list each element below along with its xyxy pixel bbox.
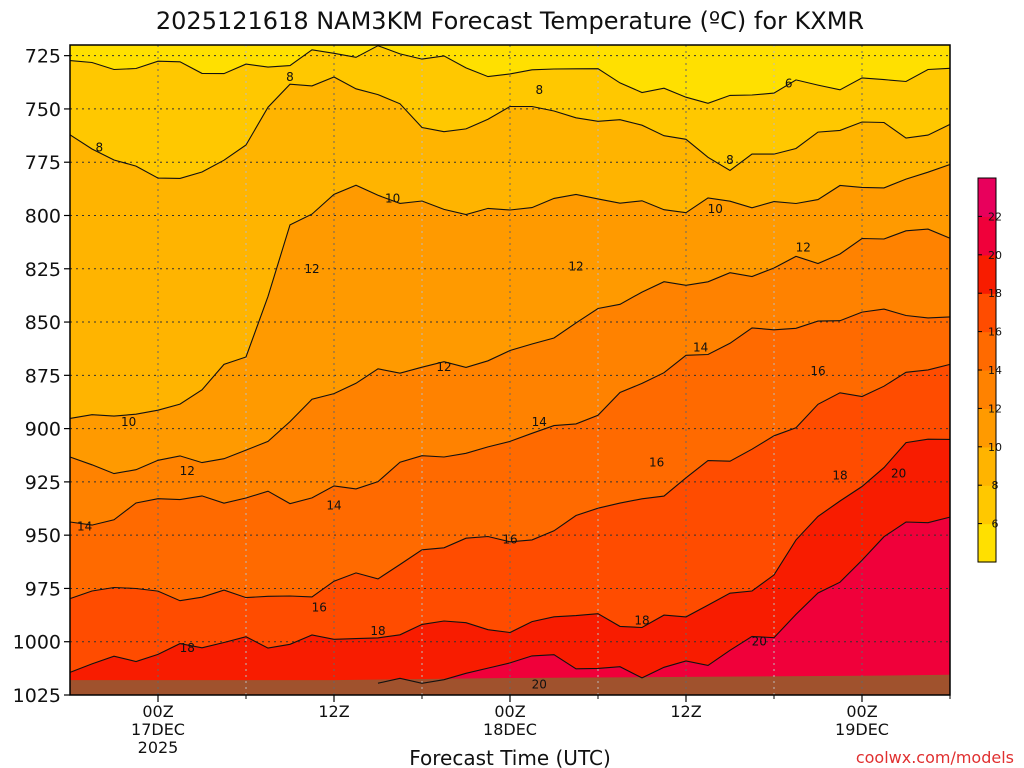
y-tick-label: 775 bbox=[25, 152, 61, 174]
fill-band-above-18 bbox=[70, 439, 950, 695]
y-tick-label: 950 bbox=[25, 525, 61, 547]
isotherm-label: 8 bbox=[95, 140, 103, 154]
isotherm-labels: 8 8 6 8 8 10 10 12 12 12 12 14 16 10 14 12 16 18 20 14 14 16 1… bbox=[77, 70, 906, 691]
isotherm-label: 10 bbox=[385, 191, 400, 205]
isotherm-label: 18 bbox=[634, 613, 649, 627]
credit-text: coolwx.com/models bbox=[856, 748, 1014, 767]
isotherm-10 bbox=[69, 163, 951, 419]
chart-title: 2025121618 NAM3KM Forecast Temperature (… bbox=[156, 7, 864, 35]
isotherm-label: 12 bbox=[796, 241, 811, 255]
isotherm-16 bbox=[69, 363, 951, 602]
x-tick-label: 2025 bbox=[138, 738, 179, 757]
y-tick-label: 875 bbox=[25, 365, 61, 387]
y-tick-label: 1000 bbox=[13, 632, 61, 654]
isotherm-label: 20 bbox=[752, 635, 767, 649]
y-tick-label: 900 bbox=[25, 419, 61, 441]
isotherm-label: 20 bbox=[532, 677, 547, 691]
y-tick-label: 850 bbox=[25, 312, 61, 334]
isotherm-contours bbox=[69, 45, 951, 684]
colorbar-tick-label: 10 bbox=[988, 441, 1002, 454]
x-tick-label: 19DEC bbox=[835, 720, 889, 739]
y-tick-label: 725 bbox=[25, 46, 61, 68]
isotherm-14 bbox=[69, 308, 951, 526]
x-tick-label: 00Z bbox=[846, 702, 877, 721]
isotherm-label: 14 bbox=[693, 341, 708, 355]
x-tick-label: 18DEC bbox=[483, 720, 537, 739]
isotherm-label: 14 bbox=[77, 520, 92, 534]
colorbar-swatch bbox=[978, 331, 996, 371]
y-tick-label: 825 bbox=[25, 259, 61, 281]
colorbar-tick-label: 6 bbox=[992, 518, 999, 531]
x-tick-label: 17DEC bbox=[131, 720, 185, 739]
x-tick-label: 12Z bbox=[670, 702, 701, 721]
isotherm-label: 12 bbox=[436, 360, 451, 374]
isotherm-label: 10 bbox=[708, 202, 723, 216]
isotherm-label: 8 bbox=[726, 153, 734, 167]
y-tick-label: 925 bbox=[25, 472, 61, 494]
isotherm-label: 12 bbox=[568, 260, 583, 274]
isotherm-label: 20 bbox=[891, 466, 906, 480]
colorbar-tick-label: 8 bbox=[992, 479, 999, 492]
y-tick-label: 750 bbox=[25, 99, 61, 121]
isotherm-label: 10 bbox=[121, 415, 136, 429]
isotherm-label: 12 bbox=[180, 464, 195, 478]
colorbar: 6 8 10 12 14 16 18 20 22 bbox=[977, 177, 1002, 563]
pressure-axis: 725 750 775 800 825 850 875 900 925 950 975 1000 102… bbox=[13, 46, 70, 707]
colorbar-swatch bbox=[978, 446, 996, 486]
colorbar-swatch bbox=[978, 485, 996, 525]
isotherm-label: 18 bbox=[180, 641, 195, 655]
x-axis-label: Forecast Time (UTC) bbox=[409, 746, 611, 768]
colorbar-tick-label: 22 bbox=[988, 210, 1002, 223]
x-tick-label: 12Z bbox=[318, 702, 349, 721]
isotherm-label: 16 bbox=[502, 532, 517, 546]
isotherm-label: 6 bbox=[785, 76, 793, 90]
colorbar-swatch bbox=[978, 408, 996, 448]
colorbar-swatch bbox=[978, 178, 996, 217]
colorbar-swatch bbox=[978, 254, 996, 294]
isotherm-label: 8 bbox=[286, 70, 294, 84]
y-tick-label: 975 bbox=[25, 578, 61, 600]
isotherm-label: 8 bbox=[535, 83, 543, 97]
gridlines bbox=[70, 45, 951, 695]
ground-area bbox=[70, 674, 950, 695]
colorbar-tick-label: 14 bbox=[988, 364, 1002, 377]
colorbar-tick-label: 12 bbox=[988, 402, 1002, 415]
colorbar-tick-label: 18 bbox=[988, 287, 1002, 300]
isotherm-label: 18 bbox=[370, 624, 385, 638]
colorbar-tick-label: 20 bbox=[988, 249, 1002, 262]
isotherm-label: 16 bbox=[810, 364, 825, 378]
isotherm-label: 16 bbox=[312, 601, 327, 615]
isotherm-12 bbox=[69, 228, 951, 475]
isotherm-label: 16 bbox=[649, 456, 664, 470]
colorbar-tick-label: 16 bbox=[988, 326, 1002, 339]
colorbar-swatch bbox=[978, 370, 996, 409]
isotherm-label: 14 bbox=[532, 415, 547, 429]
isotherm-label: 12 bbox=[304, 262, 319, 276]
y-tick-label: 1025 bbox=[13, 685, 61, 707]
colorbar-swatch bbox=[978, 523, 996, 563]
x-tick-label: 00Z bbox=[142, 702, 173, 721]
isotherm-label: 18 bbox=[832, 469, 847, 483]
x-tick-label: 00Z bbox=[494, 702, 525, 721]
colorbar-swatch bbox=[978, 293, 996, 333]
isotherm-18 bbox=[69, 438, 951, 673]
colorbar-swatch bbox=[978, 216, 996, 256]
isotherm-8 bbox=[69, 76, 951, 179]
isotherm-20 bbox=[377, 516, 951, 684]
isotherm-6 bbox=[69, 45, 951, 104]
isotherm-label: 14 bbox=[326, 498, 341, 512]
below-ground-area bbox=[70, 674, 950, 695]
y-tick-label: 800 bbox=[25, 206, 61, 228]
